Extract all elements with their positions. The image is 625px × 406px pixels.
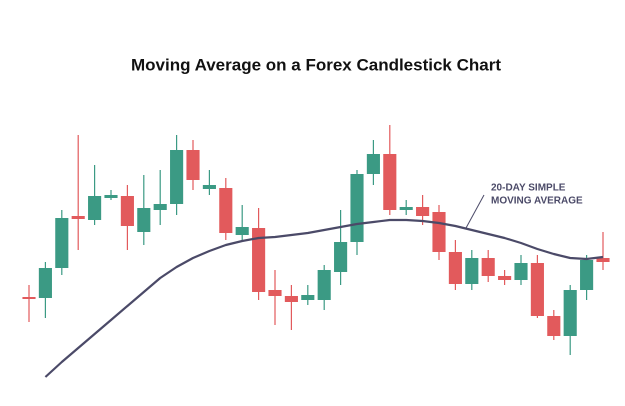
candle-body (416, 207, 430, 216)
candle-body (317, 270, 331, 300)
candle-body (22, 297, 36, 299)
candle-body (596, 258, 610, 262)
candle-body (383, 154, 397, 210)
candle-body (170, 150, 184, 204)
candle-body (530, 263, 544, 316)
candle-body (366, 154, 380, 174)
moving-average-line (44, 218, 604, 378)
candle-body (465, 258, 479, 284)
candle-body (219, 188, 233, 233)
candle-body (120, 196, 134, 226)
candle-body (88, 196, 102, 220)
annotation-leader (465, 194, 485, 229)
candle-body (153, 204, 167, 210)
candle-body (350, 174, 364, 242)
candle-body (514, 263, 528, 280)
candle-body (38, 268, 52, 298)
candle-body (432, 212, 446, 252)
candle-body (284, 296, 298, 302)
candle-body (55, 218, 69, 268)
candle-body (186, 150, 200, 180)
candle-body (448, 252, 462, 284)
annotation: 20-DAY SIMPLE (491, 183, 566, 194)
candle-body (334, 242, 348, 272)
candle-body (399, 207, 413, 210)
candle-body (104, 195, 118, 198)
candle-body (498, 276, 512, 280)
candle-body (202, 185, 216, 189)
candle-body (268, 290, 282, 296)
candle-body (235, 227, 249, 235)
candle-body (547, 316, 561, 336)
candle-body (252, 228, 266, 292)
candle-body (301, 295, 315, 300)
chart-title: Moving Average on a Forex Candlestick Ch… (131, 55, 501, 74)
candle-body (137, 208, 151, 232)
candle-body (71, 216, 85, 219)
candle-body (481, 258, 495, 276)
annotation: MOVING AVERAGE (491, 196, 583, 207)
candle-body (580, 260, 594, 290)
candle-body (563, 290, 577, 336)
